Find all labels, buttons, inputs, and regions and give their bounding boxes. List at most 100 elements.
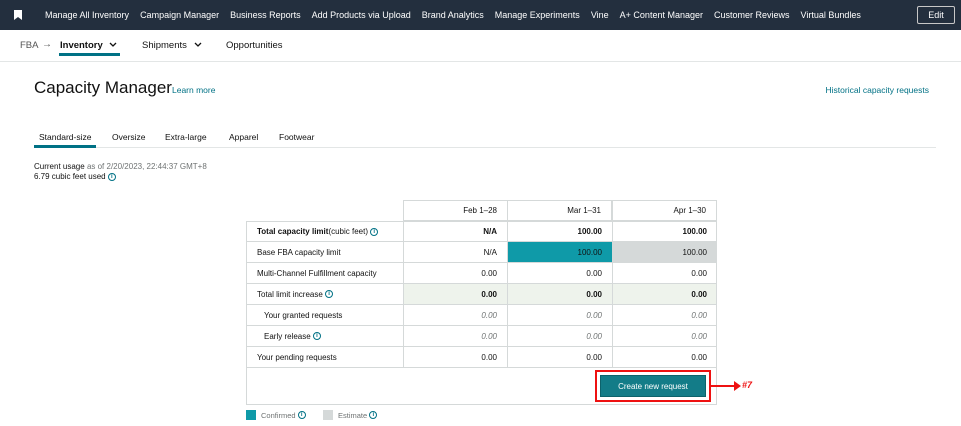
tab-shipments-label: Shipments [142,40,187,51]
table-cell: 0.00 [612,284,717,305]
table-cell-estimate: 100.00 [612,242,717,263]
table-row: Your granted requests 0.00 0.00 0.00 [246,305,717,326]
row-label-pending-requests: Your pending requests [246,347,403,368]
chevron-down-icon [194,43,201,48]
table-cell: 0.00 [507,305,612,326]
tab-opportunities[interactable]: Opportunities [226,40,283,51]
row-label-text: Total limit increase [257,289,323,299]
current-usage: Current usage as of 2/20/2023, 22:44:37 … [34,162,207,171]
info-icon[interactable]: i [107,172,116,181]
topnav-link-vine[interactable]: Vine [590,10,609,20]
table-border-right [716,221,717,405]
topnav-link-campaign-manager[interactable]: Campaign Manager [140,10,220,20]
row-label-suffix: (cubic feet) [328,227,369,236]
table-cell: 0.00 [507,263,612,284]
tab-inventory-label: Inventory [60,40,103,51]
usage-value-text: 6.79 cubic feet used [34,172,106,181]
table-cell: 0.00 [612,263,717,284]
topnav-link-manage-all-inventory[interactable]: Manage All Inventory [45,10,130,20]
top-navigation: Manage All Inventory Campaign Manager Bu… [0,0,961,30]
table-cell: 0.00 [403,284,507,305]
topnav-link-customer-reviews[interactable]: Customer Reviews [713,10,790,20]
info-icon[interactable]: i [325,290,334,298]
column-header-mar: Mar 1–31 [507,200,612,221]
page-title: Capacity Manager [34,78,172,97]
table-cell: 100.00 [612,221,717,242]
table-cell: 0.00 [507,347,612,368]
column-header-apr: Apr 1–30 [612,200,717,221]
current-usage-timestamp: as of 2/20/2023, 22:44:37 GMT+8 [86,162,207,171]
annotation-label: #7 [742,380,753,390]
topnav-link-brand-analytics[interactable]: Brand Analytics [421,10,484,20]
topnav-link-business-reports[interactable]: Business Reports [230,10,301,20]
table-row: Total capacity limit (cubic feet) i N/A … [246,221,717,242]
tab-shipments[interactable]: Shipments [142,40,202,51]
topnav-link-virtual-bundles[interactable]: Virtual Bundles [800,10,861,20]
row-label-base-fba: Base FBA capacity limit [246,242,403,263]
edit-button[interactable]: Edit [917,6,955,24]
table-row: Multi-Channel Fulfillment capacity 0.00 … [246,263,717,284]
table-border-bottom [246,404,717,405]
table-cell-confirmed: 100.00 [507,242,612,263]
row-label-text: Early release [264,331,311,341]
info-icon[interactable]: i [312,332,321,340]
row-label-total-limit-increase: Total limit increase i [246,284,403,305]
info-icon[interactable]: i [370,227,379,236]
table-cell: 0.00 [612,347,717,368]
table-cell: 0.00 [612,305,717,326]
learn-more-link[interactable]: Learn more [172,85,216,95]
standard-size-active-underline [34,145,96,148]
tab-footwear[interactable]: Footwear [279,132,315,142]
tab-apparel[interactable]: Apparel [229,132,259,142]
row-label-total-capacity: Total capacity limit (cubic feet) i [246,221,403,242]
topnav-link-add-products-upload[interactable]: Add Products via Upload [311,10,411,20]
row-label-mcf: Multi-Channel Fulfillment capacity [246,263,403,284]
row-label-early-release: Early release i [246,326,403,347]
table-border-left [246,221,247,405]
breadcrumb-arrow-icon: → [42,39,52,50]
usage-value: 6.79 cubic feet used i [34,172,116,181]
breadcrumb-fba[interactable]: FBA [20,40,39,51]
estimate-swatch [323,410,333,420]
create-new-request-button[interactable]: Create new request [600,375,706,397]
table-row: Early release i 0.00 0.00 0.00 [246,326,717,347]
create-request-highlight: Create new request [595,370,711,402]
inventory-active-underline [59,53,120,56]
table-cell: 0.00 [507,284,612,305]
chevron-down-icon [109,43,117,48]
legend-estimate: Estimate i [323,410,378,420]
historical-capacity-requests-link[interactable]: Historical capacity requests [825,85,929,95]
topnav-link-a-plus-content[interactable]: A+ Content Manager [619,10,703,20]
table-cell: 0.00 [403,305,507,326]
confirmed-swatch [246,410,256,420]
row-label-text: Total capacity limit [257,227,329,236]
table-row: Your pending requests 0.00 0.00 0.00 [246,347,717,368]
table-row: Total limit increase i 0.00 0.00 0.00 [246,284,717,305]
table-cell: 100.00 [507,221,612,242]
tab-standard-size[interactable]: Standard-size [39,132,92,142]
table-cell: 0.00 [403,326,507,347]
table-cell: N/A [403,221,507,242]
table-cell: N/A [403,242,507,263]
table-cell: 0.00 [612,326,717,347]
legend-estimate-label: Estimate [338,410,368,420]
tab-inventory[interactable]: Inventory [60,40,117,51]
info-icon[interactable]: i [297,411,306,419]
annotation-arrow [711,385,736,387]
row-label-granted-requests: Your granted requests [246,305,403,326]
legend-confirmed: Confirmed i [246,410,306,420]
sub-navigation: FBA → Inventory Shipments Opportunities [0,30,961,62]
table-row: Base FBA capacity limit N/A 100.00 100.0… [246,242,717,263]
table-cell: 0.00 [403,347,507,368]
legend-confirmed-label: Confirmed [261,410,296,420]
info-icon[interactable]: i [369,411,378,419]
table-cell: 0.00 [507,326,612,347]
topnav-links: Manage All Inventory Campaign Manager Bu… [45,10,872,20]
bookmark-icon[interactable] [14,10,22,20]
table-cell: 0.00 [403,263,507,284]
tab-oversize[interactable]: Oversize [112,132,146,142]
size-tabs: Standard-size Oversize Extra-large Appar… [34,125,936,148]
current-usage-label: Current usage [34,162,85,171]
tab-extra-large[interactable]: Extra-large [165,132,207,142]
topnav-link-manage-experiments[interactable]: Manage Experiments [494,10,580,20]
